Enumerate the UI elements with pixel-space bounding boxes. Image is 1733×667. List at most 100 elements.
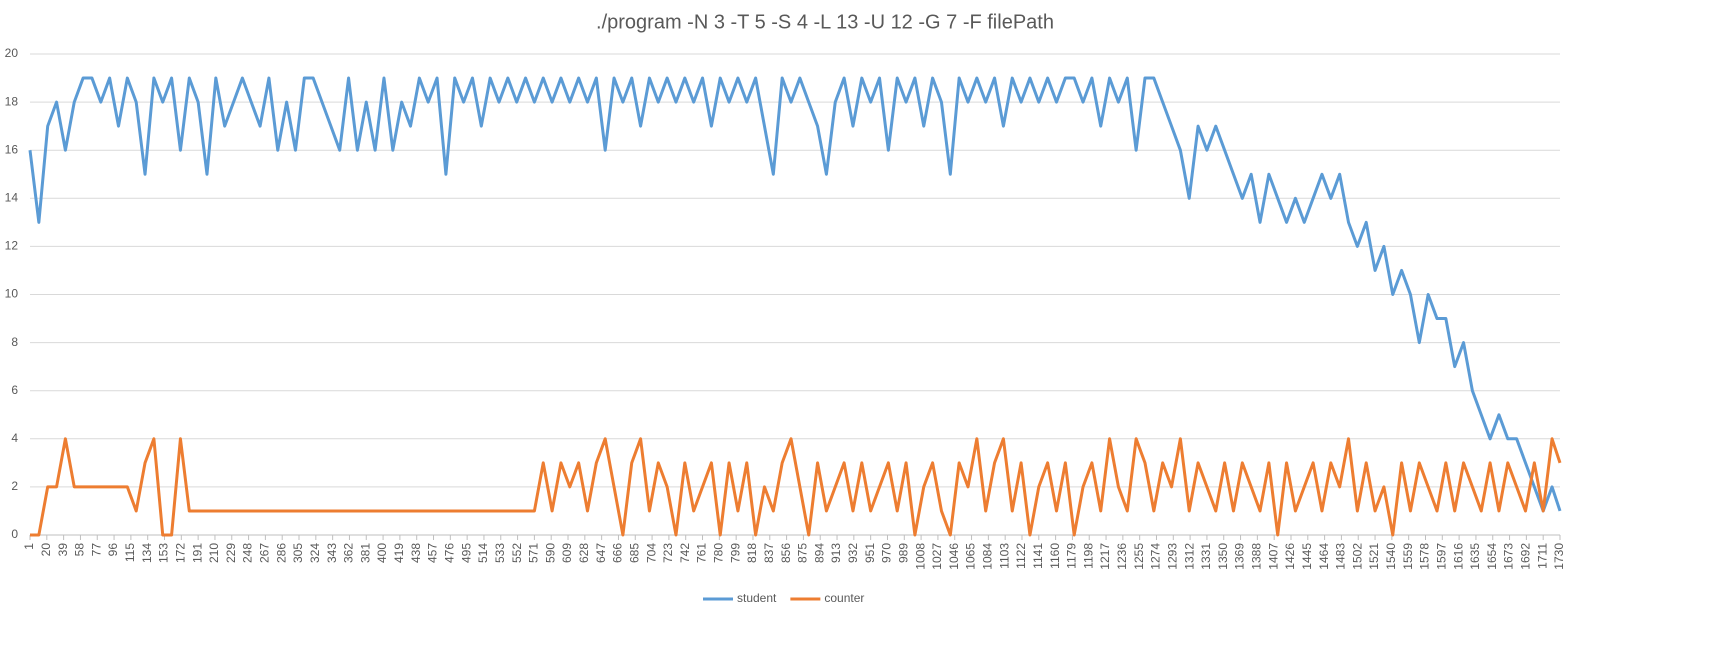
x-tick-label: 1141 [1031, 543, 1045, 569]
x-tick-label: 1122 [1014, 543, 1028, 569]
x-tick-label: 533 [493, 543, 507, 563]
x-tick-label: 761 [695, 543, 709, 563]
y-tick-label: 20 [5, 46, 19, 60]
x-tick-label: 343 [325, 543, 339, 563]
x-tick-label: 1312 [1182, 543, 1196, 570]
x-tick-label: 1502 [1350, 543, 1364, 570]
x-tick-label: 1236 [1115, 543, 1129, 570]
y-tick-label: 4 [11, 431, 18, 445]
x-tick-label: 514 [476, 543, 490, 563]
x-tick-label: 1293 [1165, 543, 1179, 570]
y-tick-label: 10 [5, 287, 19, 301]
x-tick-label: 191 [190, 543, 204, 563]
x-tick-label: 20 [39, 543, 53, 557]
x-tick-label: 1616 [1451, 543, 1465, 570]
x-tick-label: 1 [22, 543, 36, 550]
x-tick-label: 837 [762, 543, 776, 563]
x-tick-label: 305 [291, 543, 305, 563]
x-tick-label: 1160 [1048, 543, 1062, 569]
x-tick-label: 1654 [1485, 543, 1499, 570]
x-tick-label: 1027 [930, 543, 944, 570]
x-tick-label: 875 [796, 543, 810, 563]
x-tick-label: 628 [577, 543, 591, 563]
x-tick-label: 1578 [1418, 543, 1432, 570]
x-tick-label: 742 [678, 543, 692, 563]
x-tick-label: 1426 [1283, 543, 1297, 570]
x-tick-label: 495 [459, 543, 473, 563]
x-tick-label: 989 [896, 543, 910, 563]
x-tick-label: 1407 [1266, 543, 1280, 570]
x-tick-label: 685 [627, 543, 641, 563]
x-tick-label: 1635 [1468, 543, 1482, 570]
x-tick-label: 1179 [1065, 543, 1079, 569]
x-tick-label: 134 [140, 543, 154, 563]
y-tick-label: 16 [5, 142, 19, 156]
y-tick-label: 2 [11, 479, 18, 493]
x-tick-label: 799 [728, 543, 742, 563]
x-tick-label: 438 [409, 543, 423, 563]
x-tick-label: 647 [594, 543, 608, 563]
x-tick-label: 1046 [947, 543, 961, 570]
x-tick-label: 1445 [1300, 543, 1314, 570]
x-tick-label: 1198 [1081, 543, 1095, 569]
x-tick-label: 723 [661, 543, 675, 563]
y-tick-label: 12 [5, 239, 19, 253]
x-tick-label: 609 [560, 543, 574, 563]
x-tick-label: 1711 [1535, 543, 1549, 569]
chart-title: ./program -N 3 -T 5 -S 4 -L 13 -U 12 -G … [596, 11, 1054, 33]
x-tick-label: 1331 [1199, 543, 1213, 570]
x-tick-label: 1369 [1233, 543, 1247, 570]
x-tick-label: 1388 [1250, 543, 1264, 570]
x-tick-label: 457 [426, 543, 440, 563]
data-line [28, 76, 1562, 513]
legend-label: counter [824, 591, 864, 605]
y-tick-label: 8 [11, 335, 18, 349]
x-tick-label: 932 [846, 543, 860, 563]
x-tick-label: 856 [779, 543, 793, 563]
x-tick-label: 894 [812, 543, 826, 563]
x-tick-label: 913 [829, 543, 843, 563]
x-tick-label: 1084 [981, 543, 995, 570]
x-tick-label: 362 [342, 543, 356, 563]
x-tick-label: 1255 [1132, 543, 1146, 570]
y-tick-label: 0 [11, 527, 18, 541]
x-tick-label: 210 [207, 543, 221, 563]
x-tick-label: 267 [258, 543, 272, 563]
x-tick-label: 229 [224, 543, 238, 563]
x-tick-label: 1730 [1552, 543, 1566, 570]
x-tick-label: 172 [173, 543, 187, 563]
x-tick-label: 286 [274, 543, 288, 563]
x-tick-label: 1540 [1384, 543, 1398, 570]
x-tick-label: 1217 [1098, 543, 1112, 570]
x-tick-label: 1008 [913, 543, 927, 570]
x-tick-label: 1350 [1216, 543, 1230, 570]
x-tick-label: 1274 [1149, 543, 1163, 570]
x-tick-label: 58 [73, 543, 87, 557]
x-tick-label: 77 [89, 543, 103, 557]
x-tick-label: 970 [880, 543, 894, 563]
x-tick-label: 1559 [1401, 543, 1415, 570]
x-tick-label: 1597 [1434, 543, 1448, 570]
x-tick-label: 381 [358, 543, 372, 563]
x-tick-label: 476 [443, 543, 457, 563]
y-tick-label: 14 [5, 190, 19, 204]
x-tick-label: 1692 [1519, 543, 1533, 570]
x-tick-label: 1065 [964, 543, 978, 570]
x-tick-label: 1673 [1502, 543, 1516, 570]
x-tick-label: 552 [510, 543, 524, 563]
x-tick-label: 1103 [997, 543, 1011, 569]
x-tick-label: 571 [527, 543, 541, 563]
x-tick-label: 400 [375, 543, 389, 563]
x-tick-label: 1464 [1317, 543, 1331, 570]
x-tick-label: 704 [644, 543, 658, 563]
y-tick-label: 18 [5, 94, 19, 108]
x-tick-label: 115 [123, 543, 137, 562]
x-tick-label: 590 [543, 543, 557, 563]
x-tick-label: 153 [157, 543, 171, 563]
y-tick-label: 6 [11, 383, 18, 397]
x-tick-label: 666 [611, 543, 625, 563]
x-tick-label: 248 [241, 543, 255, 563]
x-tick-label: 39 [56, 543, 70, 557]
x-tick-label: 96 [106, 543, 120, 557]
